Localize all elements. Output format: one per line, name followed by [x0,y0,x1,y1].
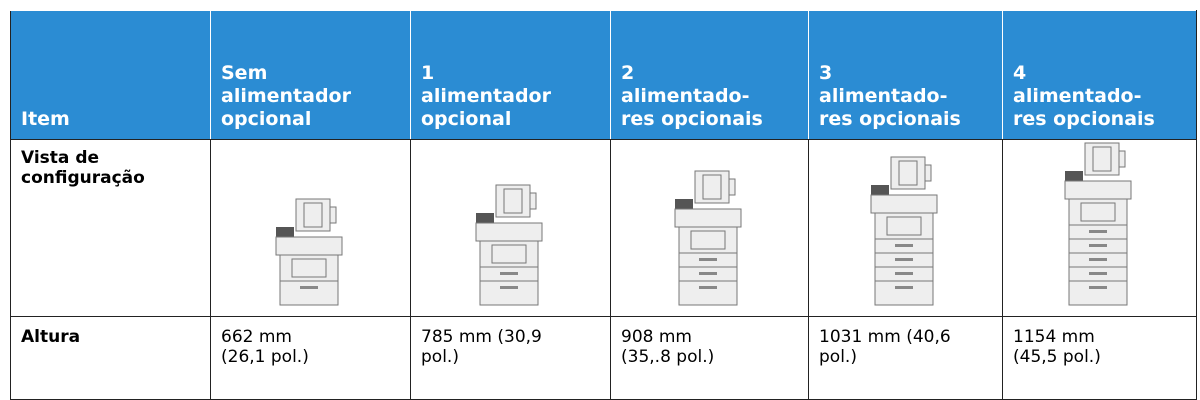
printer-illustration [475,184,542,306]
cell-text-line: 1031 mm (40,6 [819,327,951,347]
image-cell [610,139,809,317]
cell-text-line: opcional [421,108,512,130]
cell-text-line: opcional [221,108,312,130]
cell-text-line: 4 [1013,62,1027,84]
cell-text-line: 785 mm (30,9 [421,327,542,347]
header-cell: Item [10,10,211,140]
cell-text-line: Item [21,108,70,130]
cell-text-line: alimentado- [621,85,750,107]
row-label: Vista de configuração [10,139,211,317]
cell-text-line: res opcionais [819,108,961,130]
cell-text-line: Altura [21,327,81,347]
cell: 785 mm (30,9 pol.) [410,316,611,400]
row: Vista de configuração [10,139,1197,317]
cell-text-line: (45,5 pol.) [1013,347,1101,367]
cell-text-line: 1154 mm [1013,327,1095,347]
cell-text-line: configuração [21,168,145,188]
cell-text-line: alimentador [421,85,551,107]
cell-text-line: alimentado- [819,85,948,107]
printer-illustration [1064,142,1131,306]
header-cell: 1 alimentador opcional [410,10,611,140]
cell-text-line: pol.) [421,347,459,367]
header-cell: Sem alimentador opcional [210,10,411,140]
cell: Altura [10,316,211,400]
image-cell [1002,139,1197,317]
cell-text-line: (35,.8 pol.) [621,347,715,367]
cell-text-line: Sem [221,62,268,84]
cell-text-line: res opcionais [1013,108,1155,130]
cell-text-line: 3 [819,62,833,84]
cell-text-line: pol.) [819,347,857,367]
cell-text-line: res opcionais [621,108,763,130]
cell: 1154 mm (45,5 pol.) [1002,316,1197,400]
printer-illustration [674,170,741,306]
image-cell [210,139,411,317]
cell: 908 mm (35,.8 pol.) [610,316,809,400]
cell: 662 mm (26,1 pol.) [210,316,411,400]
cell-text-line: 1 [421,62,435,84]
cell-text-line: 908 mm [621,327,692,347]
header-cell: 2 alimentado-res opcionais [610,10,809,140]
header-cell: 4 alimentado-res opcionais [1002,10,1197,140]
printer-illustration [275,198,342,306]
cell-text-line: 662 mm [221,327,292,347]
cell-text-line: 2 [621,62,635,84]
header-cell: 3 alimentado-res opcionais [808,10,1003,140]
cell-text-line: alimentador [221,85,351,107]
header-row: Item Sem alimentador opcional 1 alimentador op… [10,10,1197,140]
row: Altura 662 mm (26,1 pol.) 785 mm (30,9 pol.)… [10,316,1197,400]
spec-table: Item Sem alimentador opcional 1 alimentador op… [10,10,1197,400]
cell-text-line: alimentado- [1013,85,1142,107]
cell-text-line: (26,1 pol.) [221,347,309,367]
printer-illustration [870,156,937,306]
image-cell [410,139,611,317]
image-cell [808,139,1003,317]
cell: 1031 mm (40,6 pol.) [808,316,1003,400]
cell-text-line: Vista de [21,148,100,168]
